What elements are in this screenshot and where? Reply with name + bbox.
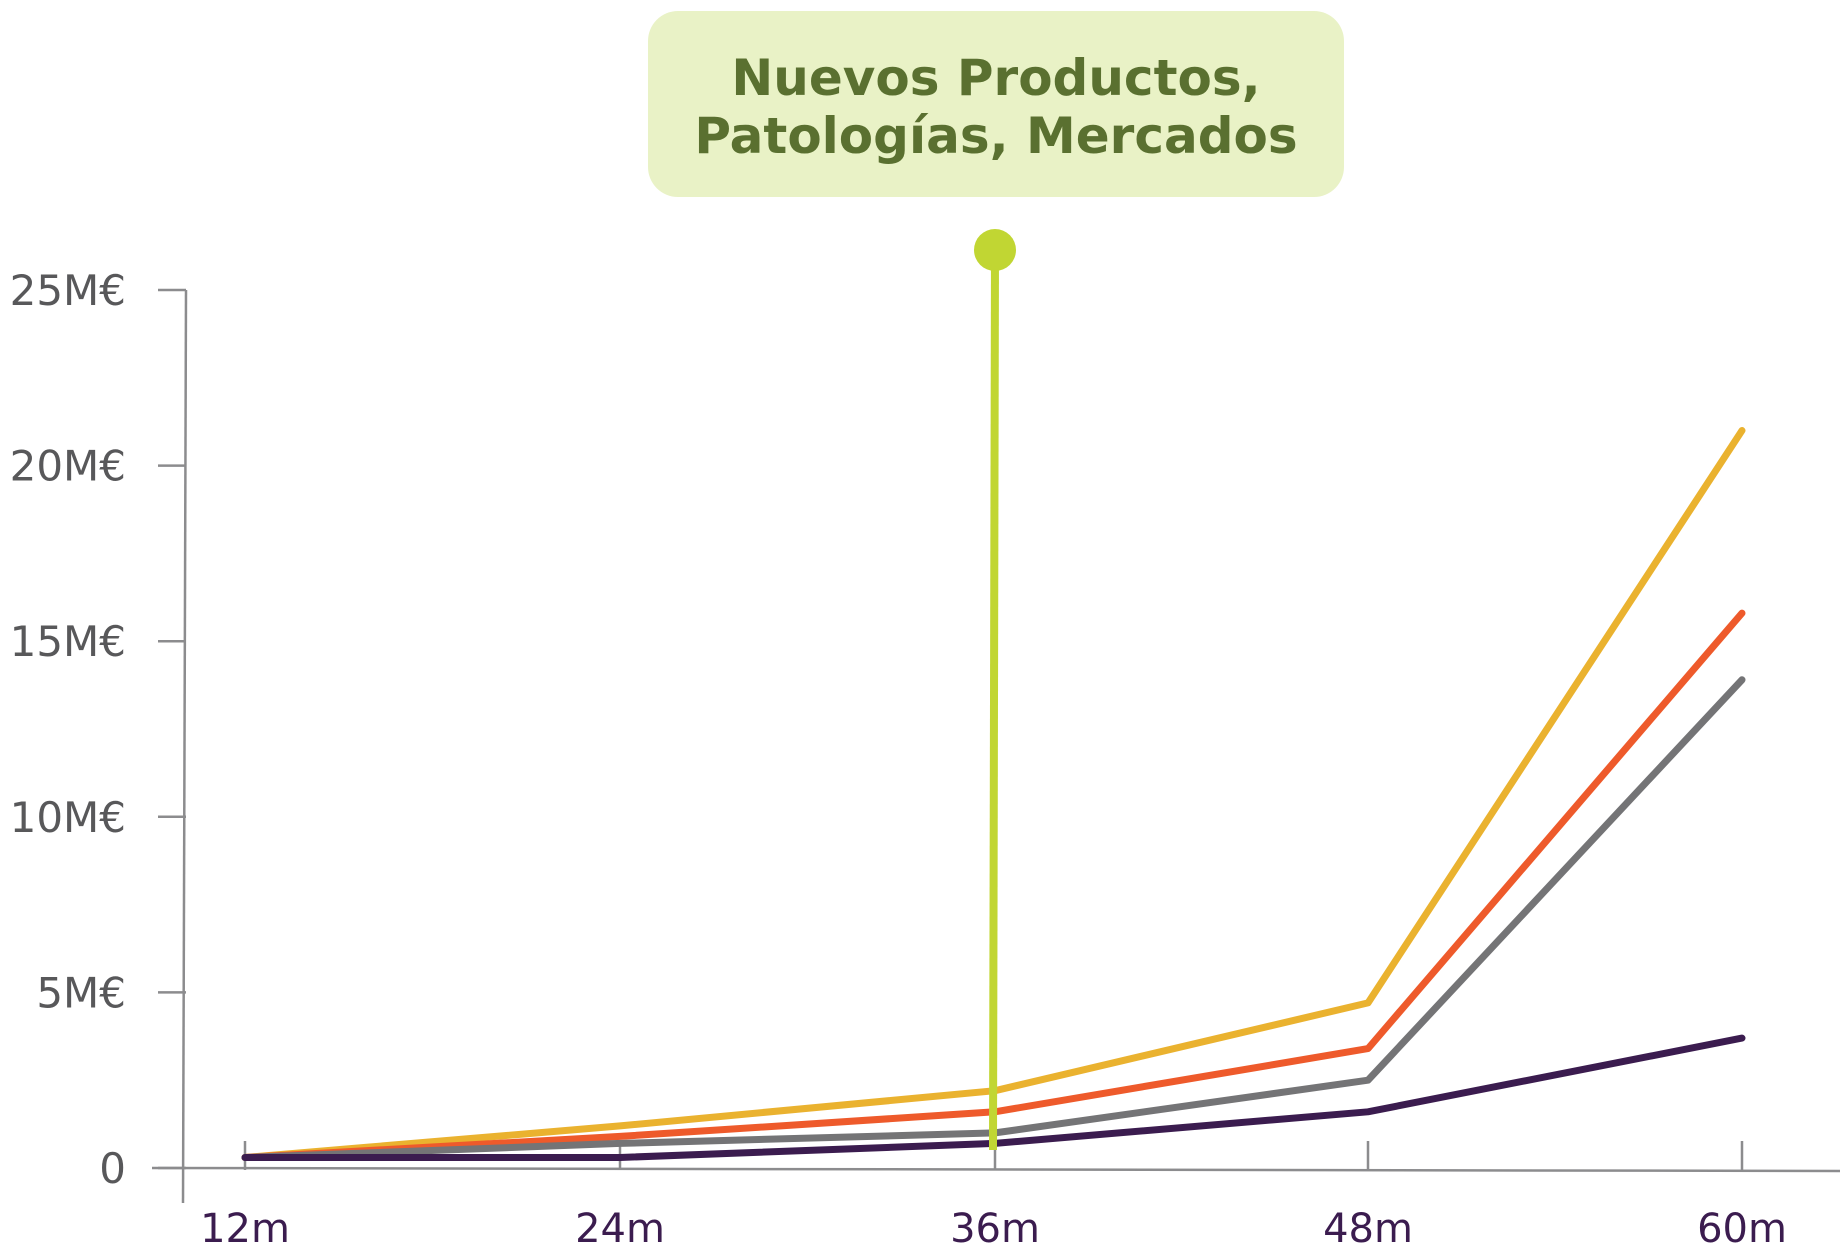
y-tick-label: 25M€ <box>10 266 126 315</box>
x-tick-label: 12m <box>200 1206 290 1252</box>
annotation-marker-dot <box>974 229 1016 271</box>
annotation-marker-line <box>989 249 999 1151</box>
x-tick-label: 24m <box>575 1206 665 1252</box>
callout-text-line-1: Nuevos Productos, <box>731 49 1260 107</box>
y-tick-label: 15M€ <box>10 617 126 666</box>
y-tick-label: 0 <box>99 1144 126 1193</box>
y-axis-line <box>181 289 188 1204</box>
y-tick-label: 10M€ <box>10 793 126 842</box>
callout-box <box>648 11 1344 197</box>
x-tick-label: 60m <box>1697 1206 1787 1252</box>
y-tick-label: 5M€ <box>36 968 126 1017</box>
annotation: Nuevos Productos, Patologías, Mercados <box>648 11 1344 1151</box>
x-tick-label: 48m <box>1323 1206 1413 1252</box>
y-axis-ticks: 0 5M€ 10M€ 15M€ 20M€ 25M€ <box>10 266 186 1193</box>
callout-text-line-2: Patologías, Mercados <box>694 107 1297 165</box>
y-tick-label: 20M€ <box>10 442 126 491</box>
x-tick-label: 36m <box>950 1206 1040 1252</box>
